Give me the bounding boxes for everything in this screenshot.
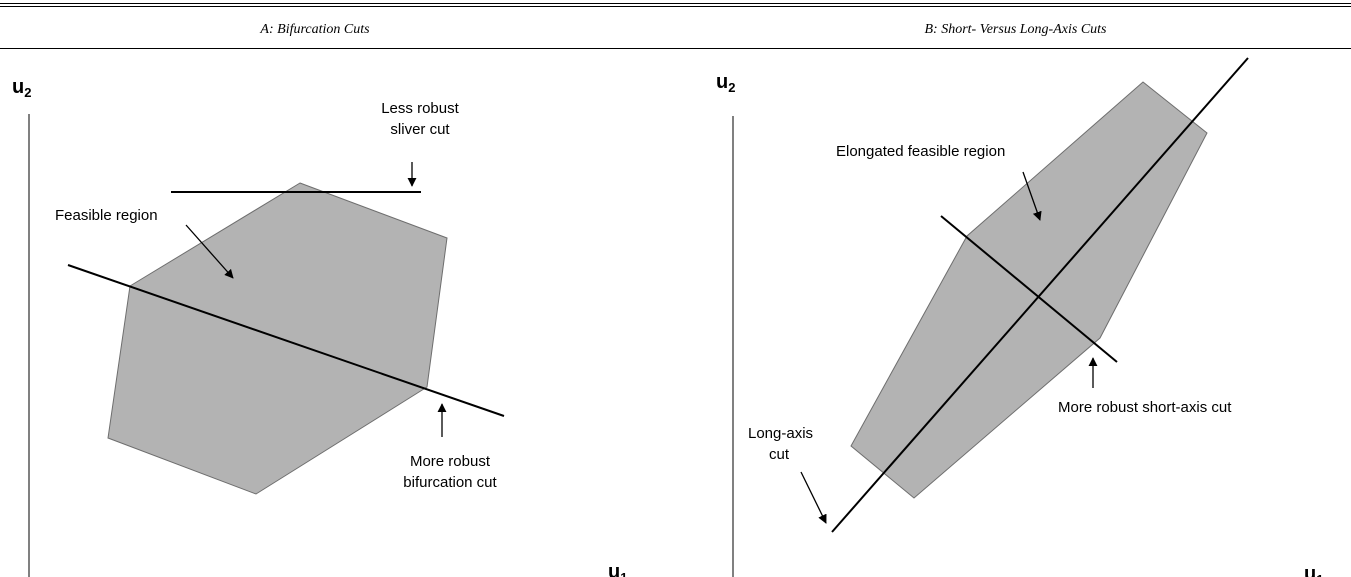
elongated-region-arrow (1022, 171, 1042, 221)
top-rule-outer (0, 3, 1351, 4)
elongated-region-label: Elongated feasible region (836, 143, 1005, 160)
panel-a-title: A: Bifurcation Cuts (260, 22, 370, 37)
top-rule-inner (0, 6, 1351, 7)
long-axis-cut-label-line2: cut (769, 446, 790, 463)
header-bottom-rule (0, 48, 1351, 49)
panel-b-y-axis-label: u2 (716, 71, 735, 95)
diagram-canvas: u2 u1 Feasible region Less robust sliver… (12, 57, 1323, 577)
panel-a: u2 u1 Feasible region Less robust sliver… (12, 76, 627, 577)
feasible-region-arrow (185, 224, 234, 279)
sliver-cut-label-line1: Less robust (381, 100, 459, 117)
long-axis-cut-label-line1: Long-axis (748, 425, 813, 442)
sliver-cut-label-line2: sliver cut (390, 121, 450, 138)
bifurcation-cut-label-line1: More robust (410, 453, 491, 470)
panel-b: u2 u1 Elongated feasible region More rob… (716, 57, 1323, 577)
long-axis-cut-line (831, 57, 1249, 533)
long-axis-cut-arrow (800, 471, 827, 524)
bifurcation-cut-line (67, 264, 505, 417)
panel-a-y-axis-label: u2 (12, 76, 31, 100)
feasible-region-label: Feasible region (55, 207, 158, 224)
bifurcation-cut-label-line2: bifurcation cut (403, 474, 497, 491)
panel-a-x-axis-label: u1 (608, 561, 627, 577)
short-axis-cut-line (940, 215, 1118, 363)
short-axis-cut-label: More robust short-axis cut (1058, 399, 1232, 416)
panel-b-x-axis-label: u1 (1304, 563, 1323, 577)
panel-b-title: B: Short- Versus Long-Axis Cuts (924, 22, 1107, 37)
